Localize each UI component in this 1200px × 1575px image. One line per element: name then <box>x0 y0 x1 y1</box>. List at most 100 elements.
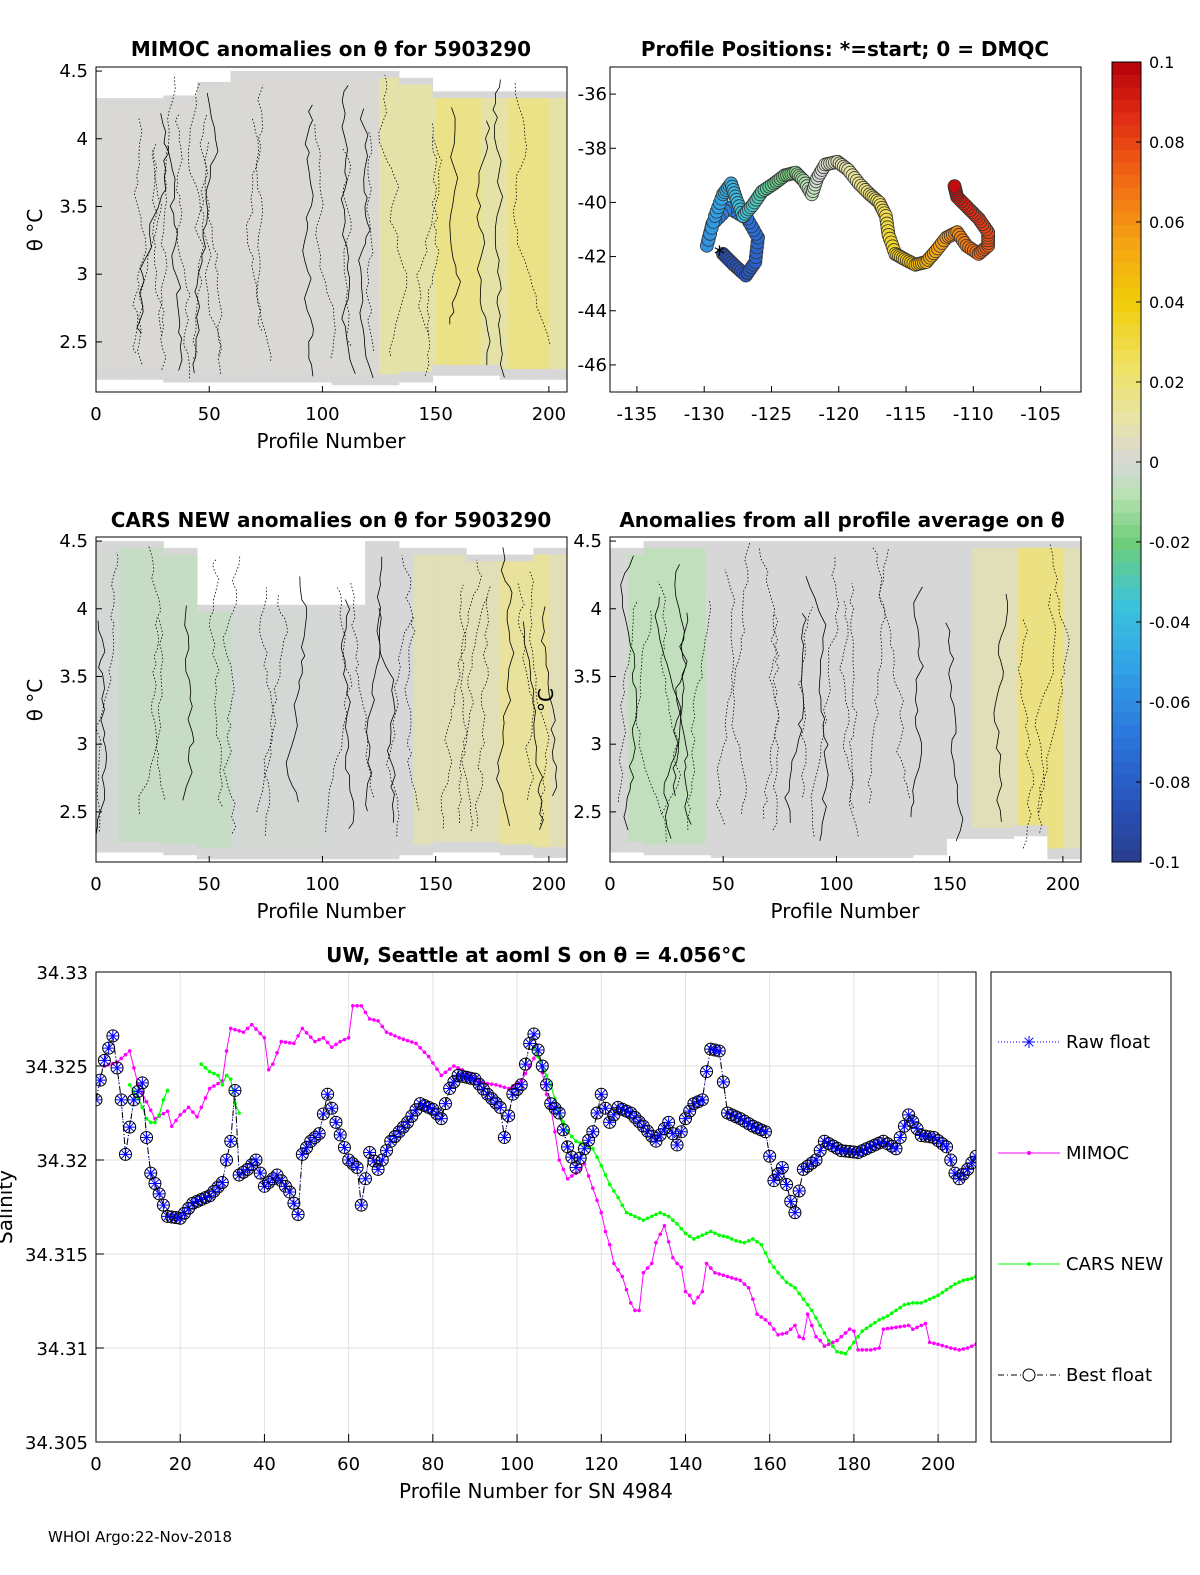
cars-point <box>932 1295 936 1300</box>
colorbar-swatch <box>1112 149 1141 163</box>
y-tick-label: -38 <box>578 138 607 159</box>
contour-line <box>378 74 408 356</box>
contour-line <box>188 83 222 356</box>
mimoc-point <box>561 1167 566 1172</box>
best-point <box>224 1134 238 1148</box>
y-tick-label: 3.5 <box>59 666 88 687</box>
raw-point <box>814 1144 827 1157</box>
cars-point <box>607 1182 612 1187</box>
raw-point <box>565 1151 578 1164</box>
colorbar-swatch <box>1112 624 1141 638</box>
best-point <box>135 1076 149 1090</box>
raw-point <box>919 1130 932 1143</box>
colorbar-ticks: 0.1 0.08 0.06 0.04 0.02 0 -0.02 -0.04 -0.06 -0.08… <box>1136 53 1190 872</box>
mimoc-point <box>961 1347 966 1351</box>
x-tick-label: 50 <box>198 874 221 895</box>
cars-point <box>969 1276 974 1281</box>
best-point <box>295 1147 309 1161</box>
best-point <box>253 1166 267 1180</box>
best-point <box>961 1162 975 1176</box>
colorbar-swatch <box>1112 524 1141 538</box>
raw-point <box>271 1169 284 1182</box>
best-point <box>96 1073 107 1087</box>
colorbar-swatch <box>1112 99 1141 113</box>
mimoc-point <box>637 1308 641 1313</box>
best-point <box>716 1075 730 1089</box>
legend-label: MIMOC <box>1066 1143 1129 1164</box>
contour-line <box>663 564 688 839</box>
x-tick-label: -120 <box>818 404 859 425</box>
mimoc-point <box>696 1295 700 1300</box>
contour-line <box>540 606 558 797</box>
colorbar-swatch <box>1112 362 1141 375</box>
mimoc-point <box>452 1064 456 1068</box>
mimoc-point <box>127 1049 132 1053</box>
best-point <box>935 1137 949 1151</box>
y-tick-label: 4 <box>77 599 88 620</box>
best-point <box>952 1172 966 1186</box>
colorbar-swatch <box>1112 324 1141 338</box>
avg-axes-frame <box>609 536 1082 863</box>
y-tick-label: 3 <box>77 264 88 285</box>
heatmap-band <box>972 547 981 829</box>
colorbar-swatch <box>1112 199 1141 213</box>
raw-point <box>359 1172 372 1185</box>
mimoc-point <box>620 1274 625 1279</box>
best-point <box>931 1134 945 1148</box>
heatmap-band <box>118 547 130 842</box>
contour-line <box>314 123 336 359</box>
panel-average: 0 50 100 150 200 2.5 3 3.5 4 4.5 Anomalies from a… <box>534 508 1082 923</box>
mimoc-point <box>700 1289 705 1294</box>
raw-point <box>502 1109 515 1122</box>
best-point <box>354 1198 368 1212</box>
heatmap-band <box>129 104 164 369</box>
raw-point <box>367 1154 380 1167</box>
y-tick-label: 4.5 <box>59 531 88 552</box>
raw-point <box>355 1199 368 1212</box>
raw-point <box>784 1195 797 1208</box>
raw-point <box>612 1101 625 1114</box>
mimoc-point <box>182 1109 187 1113</box>
cars-point <box>759 1242 764 1247</box>
best-point <box>645 1129 659 1143</box>
raw-point <box>948 1167 961 1180</box>
mimoc-point <box>355 1004 359 1008</box>
mimoc-point <box>835 1338 839 1343</box>
mimoc-point <box>431 1061 435 1065</box>
heatmap-band <box>196 88 231 372</box>
mimoc-point <box>595 1198 599 1203</box>
y-tick-label: 34.32 <box>36 1151 88 1172</box>
cars-point <box>569 1134 574 1139</box>
cars-point <box>911 1301 915 1305</box>
colorbar-swatch <box>1112 712 1141 725</box>
mimoc-point <box>818 1338 823 1343</box>
raw-point <box>136 1076 149 1089</box>
mimoc-point <box>216 1081 220 1086</box>
raw-point <box>805 1157 818 1170</box>
cars-point <box>868 1323 873 1328</box>
mimoc-point <box>734 1277 738 1281</box>
mimoc-point <box>868 1348 873 1352</box>
best-point <box>965 1156 976 1170</box>
mimoc-point <box>898 1324 903 1329</box>
cars-point <box>713 1231 717 1236</box>
raw-point <box>911 1122 924 1135</box>
mimoc-point <box>523 1071 528 1076</box>
mimoc-point <box>422 1050 427 1055</box>
raw-point <box>275 1174 288 1187</box>
mimoc-point <box>662 1224 667 1228</box>
mimoc-point <box>123 1052 128 1057</box>
best-point <box>796 1162 810 1176</box>
panel-salinity: 0 20 40 60 80 100 120 140 160 180 200 34.305 34.31 34… <box>0 943 1172 1503</box>
contour-line <box>155 617 166 800</box>
raw-point <box>881 1137 894 1150</box>
mimoc-point <box>776 1333 780 1337</box>
colorbar-swatch <box>1112 512 1141 525</box>
best-point <box>767 1174 781 1188</box>
best-point <box>426 1102 440 1116</box>
raw-point <box>405 1110 418 1123</box>
raw-point <box>898 1120 911 1133</box>
colorbar-swatch <box>1112 124 1141 138</box>
best-point <box>177 1206 191 1220</box>
mimoc-point <box>708 1266 713 1270</box>
